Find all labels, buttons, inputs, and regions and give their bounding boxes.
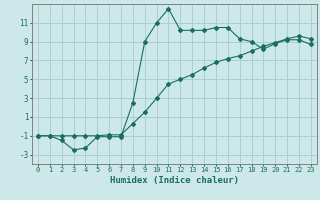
X-axis label: Humidex (Indice chaleur): Humidex (Indice chaleur)	[110, 176, 239, 185]
